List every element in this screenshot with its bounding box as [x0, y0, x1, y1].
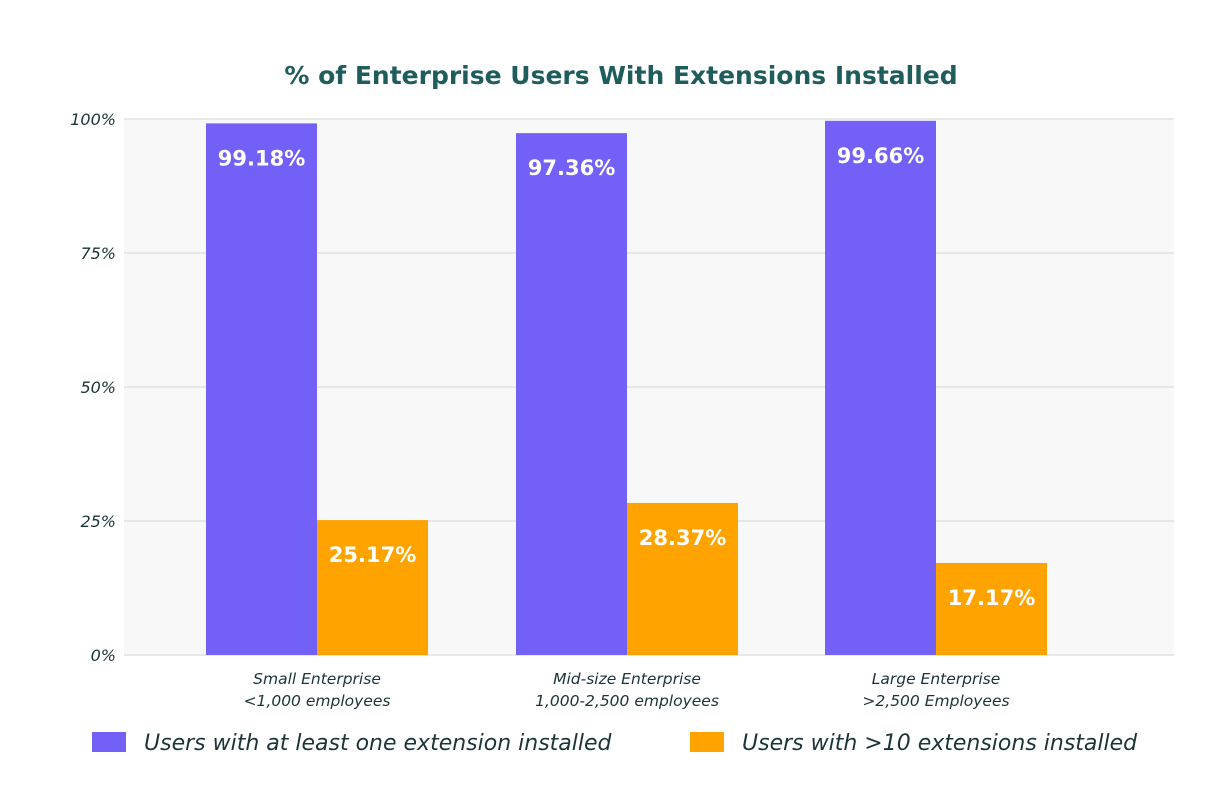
y-axis-ticks: 0% 25% 50% 75% 100%	[70, 110, 116, 665]
bar-series1	[825, 120, 936, 656]
bar-series2	[627, 502, 738, 655]
y-tick-label: 0%	[91, 646, 116, 665]
x-category-sublabel: 1,000-2,500 employees	[535, 692, 719, 710]
legend-swatch	[690, 732, 724, 752]
data-label: 17.17%	[948, 586, 1035, 610]
y-tick-label: 75%	[80, 244, 116, 263]
x-category-label: Large Enterprise	[872, 670, 1001, 688]
x-category-label: Mid-size Enterprise	[553, 670, 701, 688]
y-tick-label: 50%	[80, 378, 116, 397]
y-tick-label: 100%	[70, 110, 116, 129]
x-category-sublabel: <1,000 employees	[244, 692, 391, 710]
legend-swatch	[92, 732, 126, 752]
bar-series2	[936, 562, 1047, 655]
x-category-sublabel: >2,500 Employees	[862, 692, 1009, 710]
data-label: 97.36%	[528, 156, 615, 180]
bar-series1	[516, 133, 627, 656]
x-axis-categories: Small Enterprise <1,000 employees Mid-size…	[244, 670, 1010, 710]
data-label: 99.18%	[218, 146, 305, 170]
bar-series1	[206, 123, 317, 655]
legend-label: Users with >10 extensions installed	[742, 731, 1138, 756]
bars: 99.18% 97.36% 99.66% 25.17% 28.37% 17.17%	[206, 120, 1047, 656]
legend-label: Users with at least one extension instal…	[144, 731, 613, 756]
data-label: 99.66%	[837, 144, 924, 168]
legend: Users with at least one extension instal…	[92, 731, 1138, 756]
x-category-label: Small Enterprise	[253, 670, 381, 688]
y-tick-label: 25%	[80, 512, 116, 531]
bar-series2	[317, 520, 428, 655]
data-label: 28.37%	[639, 526, 726, 550]
data-label: 25.17%	[329, 543, 416, 567]
chart-title: % of Enterprise Users With Extensions In…	[284, 61, 957, 90]
